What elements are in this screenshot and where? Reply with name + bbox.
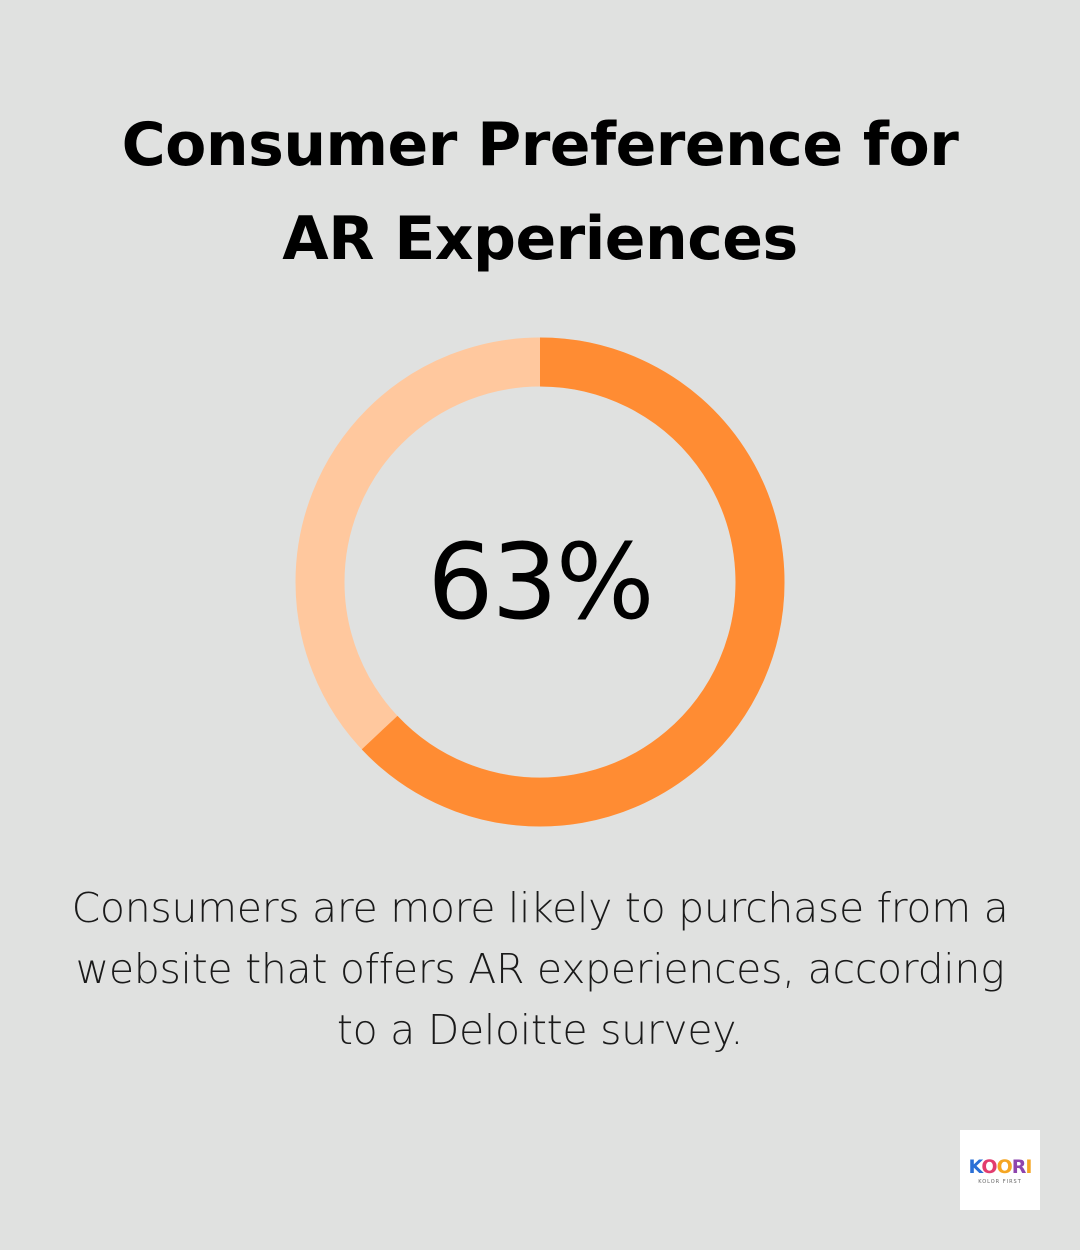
description-line-2: website that offers AR experiences, acco… [75, 945, 1005, 993]
donut-value-slice [361, 337, 785, 827]
description-line-1: Consumers are more likely to purchase fr… [71, 884, 1009, 932]
logo-tagline: KOLOR FIRST [978, 1179, 1022, 1185]
svg-text:KOORI: KOORI [969, 1156, 1032, 1178]
center-value-label: 63% [427, 521, 654, 643]
title-line-2: AR Experiences [282, 204, 798, 274]
description-text: Consumers are more likely to purchase fr… [20, 878, 1060, 1061]
title-line-1: Consumer Preference for [121, 110, 959, 180]
brand-logo: KOORI KOLOR FIRST [960, 1130, 1040, 1210]
description-line-3: to a Deloitte survey. [336, 1006, 744, 1054]
donut-chart: 63% [290, 332, 790, 832]
chart-title: Consumer Preference for AR Experiences [0, 98, 1080, 286]
koor-logo-mark: KOORI KOLOR FIRST [969, 1156, 1033, 1185]
donut-svg [295, 337, 785, 827]
